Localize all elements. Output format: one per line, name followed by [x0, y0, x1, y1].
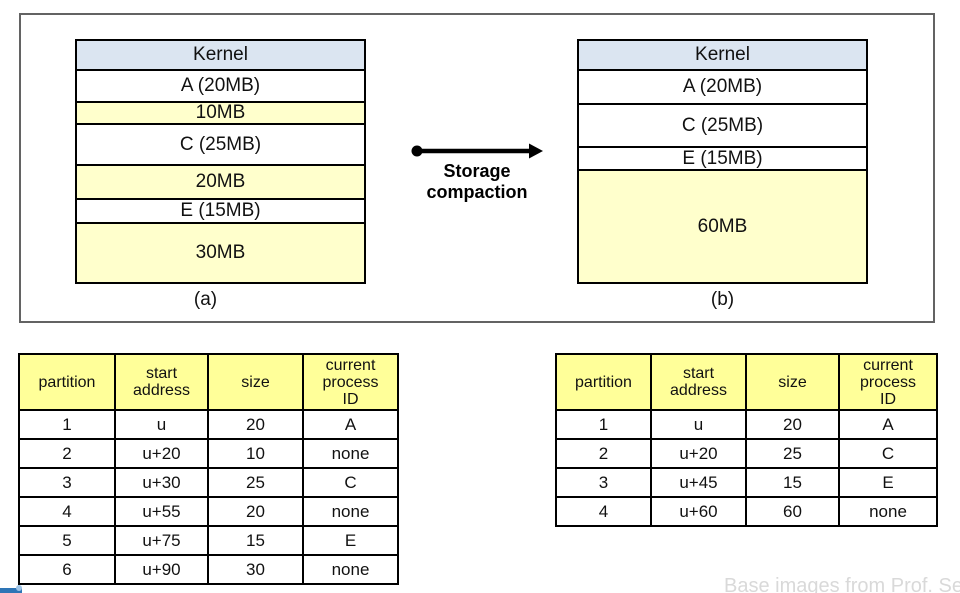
table-header-row: partition start address size current pro…: [18, 353, 399, 411]
cell-start-address: u+20: [650, 438, 747, 469]
memory-diagram-before: Kernel A (20MB) 10MB C (25MB) 20MB E (15…: [75, 39, 366, 284]
cell-process-id: none: [302, 496, 399, 527]
cell-size: 10: [207, 438, 304, 469]
cell-size: 20: [207, 409, 304, 440]
cell-size: 15: [745, 467, 840, 498]
cell-process-id: none: [302, 554, 399, 585]
col-header-partition-label: partition: [38, 373, 96, 391]
col-header-partition-label: partition: [575, 373, 632, 391]
cell-process-id: none: [838, 496, 938, 527]
memory-block-kernel: Kernel: [579, 41, 866, 71]
table-row: 4 u+60 60 none: [555, 496, 938, 527]
cell-partition: 2: [555, 438, 652, 469]
storage-compaction-arrow: [411, 143, 543, 159]
memory-block-process-e: E (15MB): [579, 148, 866, 171]
memory-block-free-20mb: 20MB: [77, 166, 364, 200]
cell-process-id: A: [302, 409, 399, 440]
table-row: 2 u+20 25 C: [555, 438, 938, 469]
col-header-current-process-id: current process ID: [302, 353, 399, 411]
storage-compaction-label-line1: Storage: [443, 161, 511, 181]
table-row: 2 u+20 10 none: [18, 438, 399, 469]
cell-start-address: u+55: [114, 496, 209, 527]
cell-size: 25: [207, 467, 304, 498]
col-header-start-address: start address: [114, 353, 209, 411]
col-header-current-process-id-label: current process ID: [322, 356, 379, 408]
cell-process-id: C: [838, 438, 938, 469]
col-header-size: size: [207, 353, 304, 411]
memory-diagram-after: Kernel A (20MB) C (25MB) E (15MB) 60MB: [577, 39, 868, 284]
cell-size: 30: [207, 554, 304, 585]
cell-size: 20: [207, 496, 304, 527]
memory-block-kernel: Kernel: [77, 41, 364, 71]
cell-start-address: u+20: [114, 438, 209, 469]
table-row: 6 u+90 30 none: [18, 554, 399, 585]
cell-start-address: u: [650, 409, 747, 440]
credit-watermark: Base images from Prof. Se: [724, 575, 960, 593]
table-row: 1 u 20 A: [555, 409, 938, 440]
cell-partition: 2: [18, 438, 116, 469]
memory-block-free-10mb: 10MB: [77, 102, 364, 125]
memory-block-free-30mb: 30MB: [77, 224, 364, 282]
memory-block-process-c: C (25MB): [579, 105, 866, 148]
cell-start-address: u+90: [114, 554, 209, 585]
cell-partition: 3: [555, 467, 652, 498]
cell-size: 15: [207, 525, 304, 556]
cell-partition: 4: [555, 496, 652, 527]
col-header-partition: partition: [18, 353, 116, 411]
cell-start-address: u+75: [114, 525, 209, 556]
col-header-size-label: size: [778, 373, 807, 391]
cell-partition: 5: [18, 525, 116, 556]
col-header-partition: partition: [555, 353, 652, 411]
table-row: 1 u 20 A: [18, 409, 399, 440]
table-row: 5 u+75 15 E: [18, 525, 399, 556]
cell-size: 25: [745, 438, 840, 469]
cell-process-id: A: [838, 409, 938, 440]
cell-start-address: u+45: [650, 467, 747, 498]
col-header-start-address-label: start address: [133, 365, 190, 399]
cell-process-id: none: [302, 438, 399, 469]
table-row: 3 u+45 15 E: [555, 467, 938, 498]
cell-start-address: u: [114, 409, 209, 440]
cell-size: 60: [745, 496, 840, 527]
cell-partition: 1: [18, 409, 116, 440]
cell-size: 20: [745, 409, 840, 440]
col-header-current-process-id-label: current process ID: [859, 356, 917, 408]
col-header-current-process-id: current process ID: [838, 353, 938, 411]
partition-table-before: partition start address size current pro…: [18, 353, 399, 585]
storage-compaction-label: Storage compaction: [398, 161, 556, 203]
col-header-size: size: [745, 353, 840, 411]
bottom-left-blue-dot: [16, 585, 22, 591]
storage-compaction-label-line2: compaction: [426, 182, 528, 202]
memory-block-process-a: A (20MB): [77, 71, 364, 103]
col-header-start-address-label: start address: [670, 365, 727, 399]
cell-partition: 4: [18, 496, 116, 527]
table-row: 3 u+30 25 C: [18, 467, 399, 498]
memory-block-process-a: A (20MB): [579, 71, 866, 105]
partition-table-after: partition start address size current pro…: [555, 353, 938, 527]
cell-process-id: C: [302, 467, 399, 498]
cell-start-address: u+30: [114, 467, 209, 498]
diagram-b-caption: (b): [710, 289, 735, 310]
cell-partition: 6: [18, 554, 116, 585]
memory-block-process-c: C (25MB): [77, 125, 364, 166]
cell-partition: 1: [555, 409, 652, 440]
bottom-left-blue-bar: [0, 588, 22, 593]
memory-block-process-e: E (15MB): [77, 200, 364, 224]
cell-start-address: u+60: [650, 496, 747, 527]
memory-block-free-60mb: 60MB: [579, 171, 866, 282]
cell-process-id: E: [838, 467, 938, 498]
diagram-a-caption: (a): [193, 289, 218, 310]
cell-process-id: E: [302, 525, 399, 556]
col-header-start-address: start address: [650, 353, 747, 411]
table-row: 4 u+55 20 none: [18, 496, 399, 527]
col-header-size-label: size: [241, 373, 270, 391]
cell-partition: 3: [18, 467, 116, 498]
table-header-row: partition start address size current pro…: [555, 353, 938, 411]
